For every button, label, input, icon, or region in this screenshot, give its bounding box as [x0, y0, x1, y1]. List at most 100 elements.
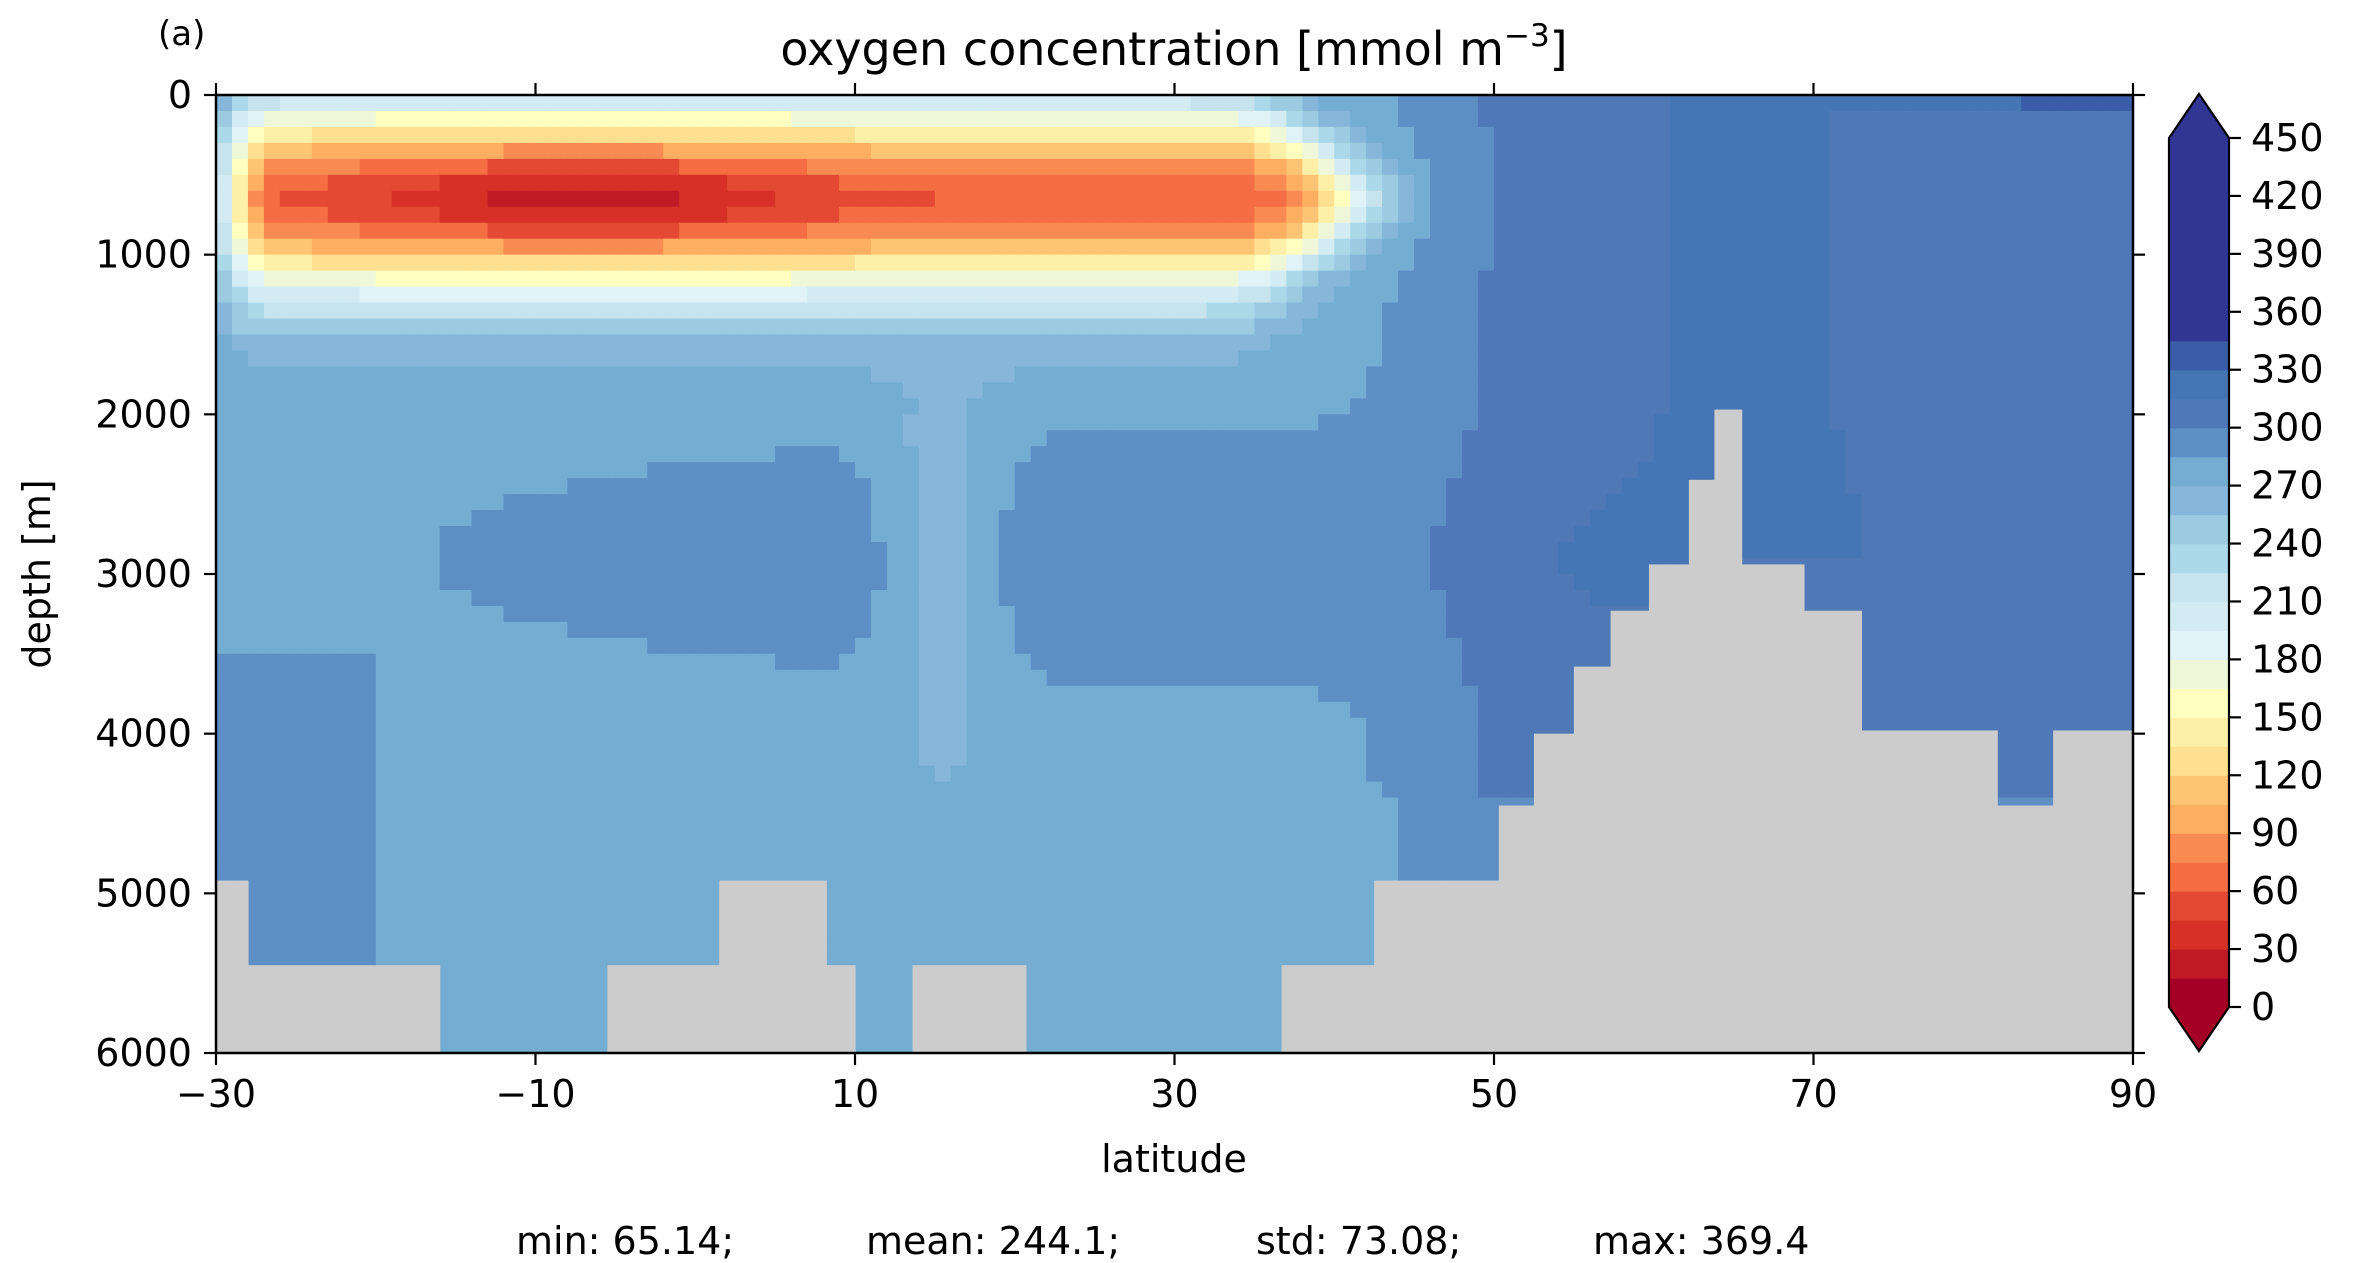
heatmap-cell — [807, 701, 824, 719]
heatmap-cell — [775, 206, 792, 224]
heatmap-cell — [359, 542, 377, 559]
heatmap-cell — [2069, 542, 2086, 559]
heatmap-cell — [1845, 318, 1863, 336]
heatmap-cell — [295, 174, 313, 192]
heatmap-cell — [567, 126, 585, 144]
heatmap-cell — [1126, 238, 1144, 256]
heatmap-cell — [487, 174, 505, 192]
heatmap-cell — [423, 430, 441, 447]
heatmap-cell — [1158, 574, 1176, 591]
heatmap-cell — [327, 190, 345, 208]
heatmap-cell — [1318, 238, 1335, 256]
heatmap-cell — [1541, 206, 1559, 224]
heatmap-cell — [247, 542, 265, 559]
heatmap-cell — [551, 717, 569, 735]
heatmap-cell — [1046, 398, 1064, 415]
heatmap-cell — [1430, 558, 1447, 575]
heatmap-cell — [343, 701, 361, 719]
heatmap-cell — [1222, 621, 1239, 639]
heatmap-cell — [1973, 574, 1990, 591]
heatmap-cell — [519, 637, 537, 655]
heatmap-cell — [1334, 637, 1351, 655]
heatmap-cell — [1494, 270, 1511, 288]
heatmap-cell — [1030, 254, 1048, 272]
heatmap-cell — [1318, 558, 1335, 575]
heatmap-cell — [1110, 701, 1128, 719]
heatmap-cell — [1509, 286, 1527, 304]
heatmap-cell — [391, 685, 409, 703]
heatmap-cell — [583, 717, 600, 735]
heatmap-cell — [2069, 398, 2086, 415]
heatmap-cell — [327, 605, 345, 623]
heatmap-cell — [823, 526, 840, 543]
heatmap-cell — [567, 653, 585, 671]
heatmap-cell — [583, 733, 600, 751]
heatmap-cell — [1989, 685, 2006, 703]
heatmap-cell — [1893, 430, 1910, 447]
heatmap-cell — [263, 286, 281, 304]
heatmap-cell — [1557, 478, 1575, 495]
heatmap-cell — [343, 238, 361, 256]
heatmap-cell — [1238, 574, 1255, 591]
heatmap-cell — [407, 95, 425, 112]
heatmap-cell — [1701, 462, 1719, 479]
heatmap-cell — [663, 621, 680, 639]
heatmap-cell — [1749, 222, 1767, 240]
heatmap-cell — [551, 382, 569, 399]
heatmap-cell — [950, 526, 968, 543]
heatmap-cell — [2069, 446, 2086, 463]
heatmap-cell — [679, 382, 696, 399]
heatmap-cell — [311, 701, 329, 719]
heatmap-cell — [679, 542, 696, 559]
heatmap-cell — [775, 110, 792, 128]
heatmap-cell — [375, 733, 393, 751]
heatmap-cell — [1190, 350, 1208, 368]
heatmap-cell — [1525, 430, 1543, 447]
heatmap-cell — [711, 206, 728, 224]
heatmap-cell — [455, 366, 473, 383]
heatmap-cell — [503, 318, 521, 336]
heatmap-cell — [1494, 398, 1511, 415]
heatmap-cell — [519, 206, 537, 224]
heatmap-cell — [1765, 318, 1783, 336]
heatmap-cell — [279, 95, 297, 112]
heatmap-cell — [567, 494, 585, 511]
heatmap-cell — [1094, 270, 1112, 288]
heatmap-cell — [1621, 558, 1639, 575]
heatmap-cell — [2021, 574, 2038, 591]
heatmap-cell — [1765, 302, 1783, 320]
heatmap-cell — [1430, 653, 1447, 671]
heatmap-cell — [2085, 174, 2102, 192]
heatmap-cell — [1541, 238, 1559, 256]
heatmap-cell — [343, 574, 361, 591]
heatmap-cell — [231, 350, 249, 368]
heatmap-cell — [855, 270, 872, 288]
heatmap-cell — [1973, 270, 1990, 288]
heatmap-cell — [1350, 206, 1367, 224]
heatmap-cell — [2069, 95, 2086, 112]
heatmap-cell — [615, 685, 632, 703]
heatmap-cell — [663, 701, 680, 719]
heatmap-cell — [216, 366, 233, 383]
heatmap-cell — [1366, 398, 1383, 415]
heatmap-cell — [407, 574, 425, 591]
heatmap-cell — [870, 158, 888, 176]
heatmap-cell — [1350, 717, 1367, 735]
heatmap-cell — [1717, 174, 1735, 192]
heatmap-cell — [1398, 382, 1415, 399]
heatmap-cell — [727, 685, 744, 703]
heatmap-cell — [216, 589, 233, 607]
heatmap-cell — [216, 733, 233, 751]
heatmap-cell — [407, 637, 425, 655]
heatmap-cell — [247, 510, 265, 527]
heatmap-cell — [1254, 190, 1271, 208]
heatmap-cell — [1286, 190, 1303, 208]
heatmap-cell — [886, 334, 904, 352]
heatmap-cell — [1893, 110, 1910, 128]
heatmap-cell — [950, 382, 968, 399]
heatmap-cell — [902, 350, 920, 368]
heatmap-cell — [1126, 110, 1144, 128]
heatmap-cell — [2069, 717, 2086, 735]
heatmap-cell — [1270, 95, 1287, 112]
heatmap-cell — [1478, 382, 1495, 399]
